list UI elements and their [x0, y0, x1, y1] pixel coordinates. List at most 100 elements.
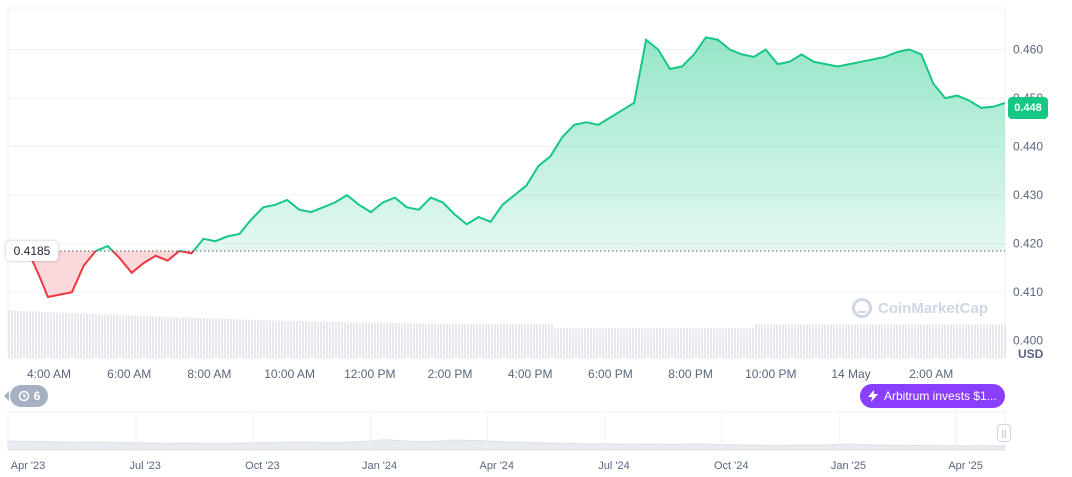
volume-bar: [716, 328, 718, 358]
volume-bar: [293, 320, 295, 358]
volume-bar: [671, 328, 673, 358]
volume-bar: [797, 324, 799, 358]
volume-bar: [959, 324, 961, 358]
volume-bar: [194, 317, 196, 358]
volume-bar: [380, 322, 382, 358]
volume-bar: [515, 323, 517, 358]
volume-bar: [773, 324, 775, 358]
volume-bar: [137, 315, 139, 358]
volume-bar: [299, 321, 301, 358]
down-area-fill: [28, 250, 194, 297]
volume-bar: [74, 313, 76, 358]
volume-bar: [713, 328, 715, 358]
volume-bar: [434, 323, 436, 358]
volume-bar: [440, 323, 442, 358]
volume-bar: [983, 324, 985, 358]
volume-bar: [905, 324, 907, 358]
volume-bar: [533, 323, 535, 358]
volume-bar: [20, 310, 22, 358]
navigator-drag-handle[interactable]: ||: [997, 424, 1011, 442]
volume-bar: [818, 324, 820, 358]
volume-bar: [698, 328, 700, 358]
volume-bar: [230, 319, 232, 358]
history-clock-icon: [18, 390, 29, 402]
volume-bar: [926, 324, 928, 358]
volume-bar: [923, 324, 925, 358]
volume-bar: [521, 323, 523, 358]
volume-bar: [245, 319, 247, 358]
volume-bar: [650, 328, 652, 358]
volume-bar: [608, 328, 610, 358]
volume-bar: [50, 312, 52, 358]
volume-bar: [494, 323, 496, 358]
volume-bar: [848, 324, 850, 358]
volume-bar: [893, 324, 895, 358]
volume-bar: [854, 324, 856, 358]
volume-bar: [449, 323, 451, 358]
volume-bar: [338, 322, 340, 358]
volume-bar: [437, 323, 439, 358]
volume-bar: [830, 324, 832, 358]
volume-bar: [647, 328, 649, 358]
volume-bar: [881, 324, 883, 358]
volume-bar: [11, 310, 13, 358]
volume-bar: [839, 324, 841, 358]
volume-bar: [32, 311, 34, 358]
volume-bar: [824, 324, 826, 358]
volume-bar: [980, 324, 982, 358]
volume-bar: [410, 323, 412, 358]
volume-bar: [374, 322, 376, 358]
events-history-button[interactable]: 6: [4, 385, 48, 407]
x-tick-label: 10:00 AM: [264, 367, 315, 381]
volume-bar: [185, 317, 187, 358]
volume-bar: [80, 313, 82, 358]
volume-bar: [260, 320, 262, 358]
volume-bar: [653, 328, 655, 358]
volume-bar: [431, 323, 433, 358]
volume-bar: [206, 318, 208, 358]
x-tick-label: 14 May: [831, 367, 870, 381]
y-tick-label: 0.410: [1013, 285, 1043, 299]
range-navigator[interactable]: [7, 411, 1072, 451]
volume-bar: [170, 317, 172, 358]
volume-bar: [950, 324, 952, 358]
current-price-badge: 0.448: [1008, 96, 1048, 119]
volume-bar: [680, 328, 682, 358]
volume-bar: [1001, 324, 1003, 358]
navigator-tick-label: Jul '23: [129, 460, 160, 472]
volume-bar: [896, 324, 898, 358]
volume-bar: [575, 328, 577, 358]
volume-bar: [917, 324, 919, 358]
volume-bar: [44, 311, 46, 358]
volume-bar: [401, 323, 403, 358]
volume-bar: [962, 324, 964, 358]
volume-bar: [482, 323, 484, 358]
news-event-pill[interactable]: Arbitrum invests $1...: [860, 384, 1005, 408]
volume-bar: [110, 314, 112, 358]
volume-bar: [734, 328, 736, 358]
volume-bar: [107, 314, 109, 358]
volume-bar: [809, 324, 811, 358]
volume-bar: [794, 324, 796, 358]
volume-bar: [98, 314, 100, 358]
volume-bar: [161, 316, 163, 358]
volume-bar: [287, 320, 289, 358]
volume-bar: [197, 317, 199, 358]
volume-bar: [473, 323, 475, 358]
volume-bar: [557, 328, 559, 358]
volume-bar: [95, 314, 97, 358]
volume-bar: [302, 321, 304, 358]
volume-bar: [683, 328, 685, 358]
volume-bar: [929, 324, 931, 358]
volume-bar: [632, 328, 634, 358]
volume-bar: [455, 323, 457, 358]
volume-bar: [488, 323, 490, 358]
volume-bar: [620, 328, 622, 358]
volume-bar: [101, 314, 103, 358]
volume-bar: [62, 312, 64, 358]
volume-bar: [425, 323, 427, 358]
volume-bar: [890, 324, 892, 358]
volume-bar: [140, 315, 142, 358]
volume-bar: [359, 322, 361, 358]
